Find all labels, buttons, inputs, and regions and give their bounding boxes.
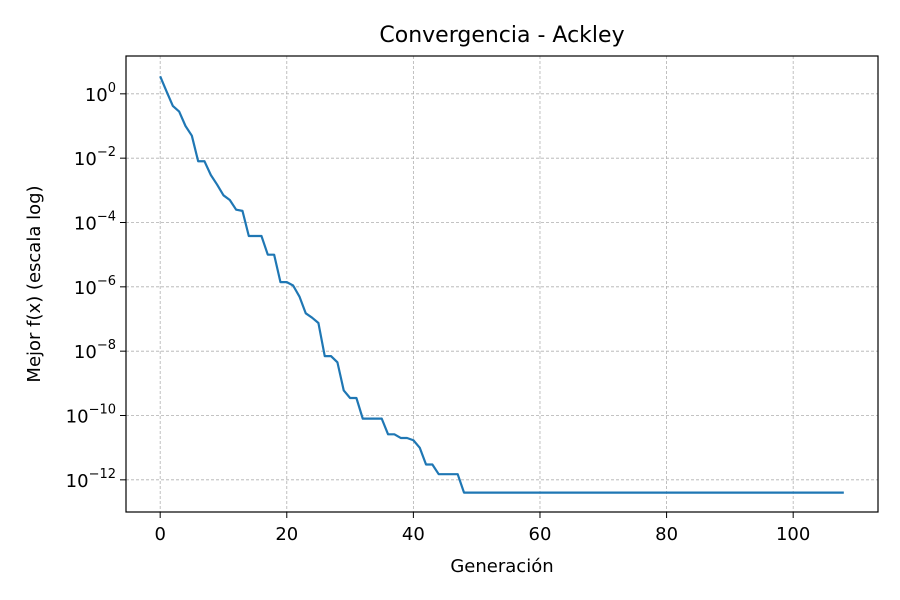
- x-tick-label: 60: [529, 524, 552, 545]
- grid-lines: [126, 56, 878, 512]
- y-tick-label: 10−4: [74, 209, 116, 234]
- x-tick-label: 80: [655, 524, 678, 545]
- chart-title: Convergencia - Ackley: [379, 23, 624, 48]
- x-tick-label: 20: [275, 524, 298, 545]
- y-tick-label: 100: [85, 81, 116, 106]
- x-tick-label: 40: [402, 524, 425, 545]
- y-tick-label: 10−2: [74, 145, 116, 170]
- series-layer: [159, 75, 844, 494]
- y-axis-label: Mejor f(x) (escala log): [24, 185, 45, 382]
- y-tick-label: 10−12: [66, 467, 116, 492]
- x-tick-label: 100: [776, 524, 810, 545]
- y-tick-label: 10−6: [74, 274, 116, 299]
- y-tick-label: 10−8: [74, 338, 116, 363]
- series-line: [159, 75, 844, 494]
- plot-frame: [125, 55, 879, 513]
- y-tick-label: 10−10: [66, 402, 116, 427]
- x-axis-label: Generación: [450, 556, 553, 577]
- axis-ticks: 0 20 40 60 80 100 100 10−2 10−4 10−6 10−8 10−10 10−1…: [66, 81, 811, 545]
- x-tick-label: 0: [154, 524, 165, 545]
